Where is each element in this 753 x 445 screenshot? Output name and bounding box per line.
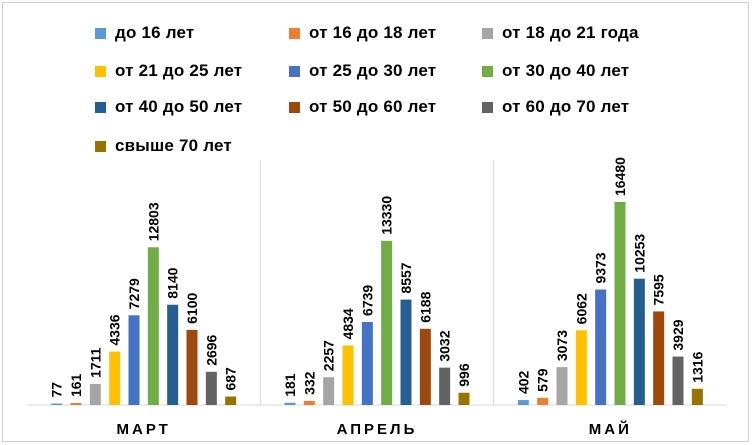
legend-label-series-7: от 40 до 50 лет (115, 97, 243, 116)
bar (205, 371, 217, 405)
data-label: 687 (223, 367, 239, 391)
data-label: 161 (68, 373, 84, 397)
legend-item-series-10: свыше 70 лет (95, 136, 232, 156)
legend-label-series-5: от 25 до 30 лет (309, 61, 437, 80)
data-label: 4336 (107, 314, 123, 345)
bar (614, 202, 626, 405)
data-label: 6062 (573, 293, 589, 324)
legend-item-series-4: от 21 до 25 лет (95, 61, 242, 81)
data-label: 6739 (359, 285, 375, 316)
data-label: 3929 (670, 319, 686, 350)
legend-swatch-series-8 (289, 101, 300, 113)
bar (691, 388, 703, 405)
legend-label-series-6: от 30 до 40 лет (502, 61, 630, 80)
legend-swatch-series-5 (289, 65, 300, 77)
legend-item-series-1: до 16 лет (95, 23, 194, 43)
bar (167, 304, 179, 405)
legend-swatch-series-2 (289, 27, 300, 39)
legend-swatch-series-1 (95, 27, 106, 39)
data-label: 3032 (437, 330, 453, 361)
bar (458, 392, 470, 405)
bar (517, 400, 529, 405)
bar (439, 367, 451, 405)
legend-label-series-4: от 21 до 25 лет (115, 61, 243, 80)
legend-item-series-7: от 40 до 50 лет (95, 97, 242, 117)
bar (595, 289, 607, 405)
bar (70, 403, 82, 405)
bar (556, 367, 568, 405)
bar (225, 396, 237, 405)
data-label: 8140 (165, 267, 181, 298)
bar (342, 345, 354, 405)
category-label: АПРЕЛЬ (337, 421, 418, 438)
bar (419, 328, 431, 405)
legend-swatch-series-9 (482, 101, 493, 113)
bar (51, 403, 63, 405)
data-label: 13330 (379, 196, 395, 235)
data-label: 6100 (184, 293, 200, 324)
legend-item-series-5: от 25 до 30 лет (289, 61, 436, 81)
bar (633, 278, 645, 405)
bar (400, 299, 412, 405)
data-label: 6188 (417, 291, 433, 322)
legend-swatch-series-4 (95, 65, 106, 77)
data-label: 996 (456, 363, 472, 387)
legend-swatch-series-7 (95, 101, 106, 113)
legend-item-series-3: от 18 до 21 года (482, 23, 639, 43)
bar (89, 383, 101, 405)
data-label: 4834 (340, 308, 356, 339)
legend-swatch-series-10 (95, 140, 106, 152)
data-label: 2257 (321, 340, 337, 371)
data-label: 1711 (87, 347, 103, 378)
data-label: 181 (282, 373, 298, 397)
category-label: МАЙ (589, 420, 632, 438)
legend-item-series-9: от 60 до 70 лет (482, 97, 629, 117)
legend-item-series-8: от 50 до 60 лет (289, 97, 436, 117)
bar (109, 351, 121, 405)
data-label: 332 (301, 371, 317, 395)
legend-label-series-8: от 50 до 60 лет (309, 97, 437, 116)
legend-swatch-series-3 (482, 27, 493, 39)
data-label: 3073 (554, 330, 570, 361)
legend-label-series-1: до 16 лет (115, 23, 195, 42)
legend-label-series-3: от 18 до 21 года (502, 23, 639, 42)
bar (361, 321, 373, 405)
legend-label-series-10: свыше 70 лет (115, 136, 232, 155)
legend-item-series-6: от 30 до 40 лет (482, 61, 629, 81)
bar (303, 400, 315, 405)
data-label: 7595 (651, 274, 667, 305)
legend-label-series-9: от 60 до 70 лет (502, 97, 630, 116)
data-label: 10253 (631, 234, 647, 273)
bar (128, 315, 140, 405)
category-label: МАРТ (117, 421, 171, 438)
data-label: 1316 (689, 351, 705, 382)
data-label: 402 (515, 370, 531, 394)
data-label: 7279 (126, 278, 142, 309)
data-label: 77 (49, 382, 65, 398)
bar (186, 329, 198, 405)
bar (575, 330, 587, 405)
bar (147, 247, 159, 405)
chart-legend: до 16 лет от 16 до 18 лет от 18 до 21 го… (0, 0, 753, 160)
bar (381, 240, 393, 405)
data-label: 9373 (593, 252, 609, 283)
bar (537, 397, 549, 405)
legend-item-series-2: от 16 до 18 лет (289, 23, 436, 43)
legend-swatch-series-6 (482, 65, 493, 77)
legend-label-series-2: от 16 до 18 лет (309, 23, 437, 42)
data-label: 2696 (203, 334, 219, 365)
bar (672, 356, 684, 405)
data-label: 579 (535, 368, 551, 392)
bar (653, 311, 665, 405)
data-label: 12803 (145, 202, 161, 241)
bar (284, 402, 296, 405)
data-label: 8557 (398, 262, 414, 293)
bar (323, 377, 335, 405)
data-label: 16480 (612, 157, 628, 196)
